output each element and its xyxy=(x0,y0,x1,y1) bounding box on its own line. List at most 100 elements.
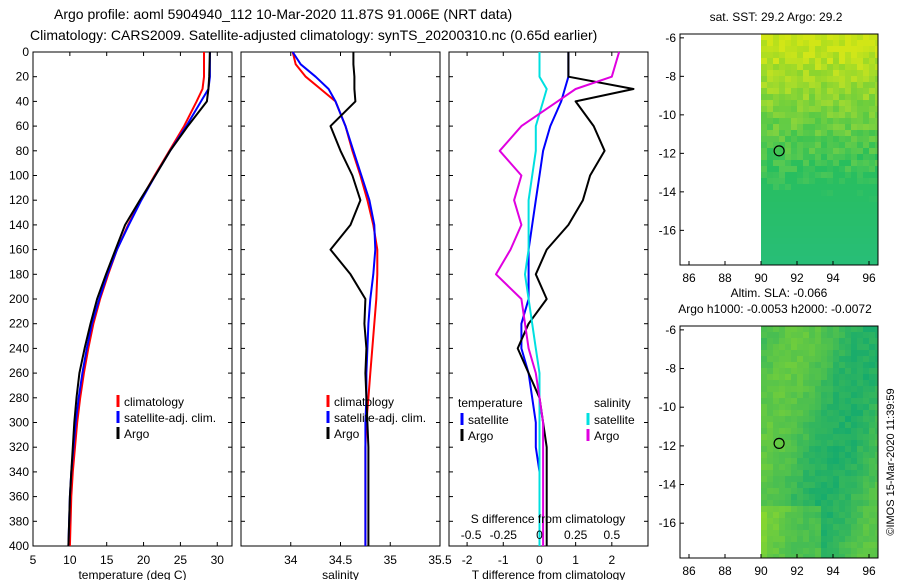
sst_map-ocean-cell xyxy=(803,190,809,196)
depth-tick-label: 220 xyxy=(9,317,29,331)
sst_map-ocean-cell xyxy=(827,184,833,190)
sla_map-ocean-cell xyxy=(875,482,878,488)
sst_map-ocean-cell xyxy=(785,202,791,208)
sla_map-ocean-cell xyxy=(863,386,869,392)
sla_map-ocean-cell xyxy=(827,440,833,446)
sst_map-ocean-cell xyxy=(875,52,878,58)
sst_map-ocean-cell xyxy=(863,154,869,160)
sla_map-ocean-cell xyxy=(815,410,821,416)
sst_map-ocean-cell xyxy=(773,226,779,232)
sla_map-ocean-cell xyxy=(857,332,863,338)
diff-top-tick-label: -0.5 xyxy=(461,528,482,542)
sla_map-ocean-cell xyxy=(827,410,833,416)
sla_map-ocean-cell xyxy=(791,506,797,512)
sst_map-ocean-cell xyxy=(845,64,851,70)
sst_map-ocean-cell xyxy=(767,34,773,40)
sst_map-ocean-cell xyxy=(845,130,851,136)
sla_map-ocean-cell xyxy=(839,398,845,404)
sst_map-ocean-cell xyxy=(821,94,827,100)
sla_map-ocean-cell xyxy=(839,380,845,386)
sst_map-ocean-cell xyxy=(857,58,863,64)
sst_map-ocean-cell xyxy=(791,160,797,166)
sla_map-ocean-cell xyxy=(791,428,797,434)
sst_map-ocean-cell xyxy=(851,214,857,220)
sst_map-ocean-cell xyxy=(827,118,833,124)
sla_map-ocean-cell xyxy=(827,500,833,506)
sst_map-ocean-cell xyxy=(821,148,827,154)
sla_map-ocean-cell xyxy=(839,524,845,530)
sla_map-ocean-cell xyxy=(773,428,779,434)
sst_map-ocean-cell xyxy=(767,196,773,202)
sla_map-ocean-cell xyxy=(839,368,845,374)
sla_map-ocean-cell xyxy=(839,440,845,446)
sst_map-ocean-cell xyxy=(875,178,878,184)
sla_map-ocean-cell xyxy=(797,338,803,344)
sla_map-ocean-cell xyxy=(809,530,815,536)
sst_map-ocean-cell xyxy=(839,142,845,148)
sla_map-ocean-cell xyxy=(791,548,797,554)
sla_map-ocean-cell xyxy=(797,476,803,482)
sst_map-ocean-cell xyxy=(869,130,875,136)
sla_map-ocean-cell xyxy=(875,476,878,482)
diff-legend-title-salinity: salinity xyxy=(594,396,631,410)
sla_map-ocean-cell xyxy=(827,398,833,404)
sla_map-ocean-cell xyxy=(785,536,791,542)
sla_map-ocean-cell xyxy=(761,392,767,398)
diff-legend-label: Argo xyxy=(468,429,494,443)
sst_map-ocean-cell xyxy=(803,196,809,202)
sst_map-ytick-label: -8 xyxy=(665,69,676,83)
sst_map-ocean-cell xyxy=(809,196,815,202)
sst_map-ocean-cell xyxy=(845,70,851,76)
sst_map-ocean-cell xyxy=(827,124,833,130)
sla_map-ocean-cell xyxy=(779,410,785,416)
sla_map-ocean-cell xyxy=(773,422,779,428)
sst_map-ocean-cell xyxy=(851,220,857,226)
sla_map-ocean-cell xyxy=(815,506,821,512)
sst_map-ocean-cell xyxy=(863,190,869,196)
sla_map-ocean-cell xyxy=(815,476,821,482)
sla_map-ocean-cell xyxy=(767,536,773,542)
sst_map-xtick-label: 96 xyxy=(862,271,876,285)
difference-xtick-label: 0 xyxy=(536,553,543,567)
sst_map-ocean-cell xyxy=(779,238,785,244)
depth-tick-label: 400 xyxy=(9,539,29,553)
sla_map-ocean-cell xyxy=(761,458,767,464)
sla_map-ocean-cell xyxy=(797,512,803,518)
sla_map-ocean-cell xyxy=(827,386,833,392)
sst_map-ocean-cell xyxy=(797,58,803,64)
sla_map-ocean-cell xyxy=(767,452,773,458)
diff-legend-label: Argo xyxy=(594,429,620,443)
sla_map-ocean-cell xyxy=(809,494,815,500)
sst_map-ocean-cell xyxy=(773,184,779,190)
sla_map-ocean-cell xyxy=(779,350,785,356)
sla_map-ocean-cell xyxy=(845,524,851,530)
sla_map-ocean-cell xyxy=(797,500,803,506)
temperature-x-axis-label: temperature (deg C) xyxy=(78,568,186,580)
sst_map-ocean-cell xyxy=(791,226,797,232)
sst_map-ocean-cell xyxy=(851,256,857,262)
sst_map-ocean-cell xyxy=(815,196,821,202)
sla_map-ocean-cell xyxy=(809,548,815,554)
temperature-legend-label: climatology xyxy=(124,395,184,409)
sla_map-ocean-cell xyxy=(797,458,803,464)
sla_map-ocean-cell xyxy=(791,494,797,500)
sst_map-ocean-cell xyxy=(761,100,767,106)
sst_map-ocean-cell xyxy=(815,52,821,58)
sla_map-ocean-cell xyxy=(875,380,878,386)
sla_map-ocean-cell xyxy=(815,518,821,524)
sla_map-ocean-cell xyxy=(797,332,803,338)
sla_map-ocean-cell xyxy=(833,356,839,362)
sla_map-ocean-cell xyxy=(779,554,785,558)
sla_map-ocean-cell xyxy=(845,518,851,524)
sst_map-ocean-cell xyxy=(785,100,791,106)
sst_map-ocean-cell xyxy=(827,244,833,250)
sla_map-ocean-cell xyxy=(821,368,827,374)
sla_map-ocean-cell xyxy=(869,422,875,428)
sst_map-ocean-cell xyxy=(863,130,869,136)
sla_map-ocean-cell xyxy=(851,392,857,398)
sst_map-ocean-cell xyxy=(767,88,773,94)
sst_map-ocean-cell xyxy=(875,124,878,130)
sla_map-ocean-cell xyxy=(815,374,821,380)
sst_map-ocean-cell xyxy=(833,136,839,142)
sla_map-ocean-cell xyxy=(797,446,803,452)
